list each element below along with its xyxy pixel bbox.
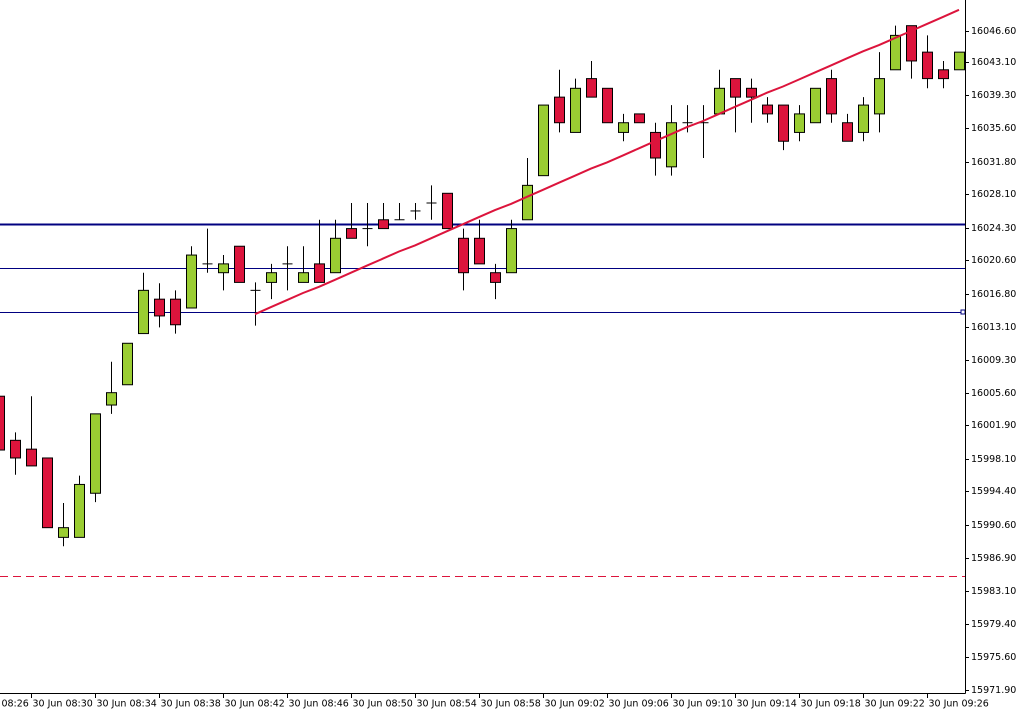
candle-body [474, 237, 485, 265]
candle-body [234, 245, 245, 283]
candle-body [810, 87, 821, 124]
candle-body [874, 78, 885, 115]
x-tick-label: 30 Jun 09:18 [801, 699, 861, 710]
x-tick-label: 30 Jun 08:30 [33, 699, 93, 710]
candle-body [506, 228, 517, 274]
candle-body [538, 104, 549, 177]
candle-body [106, 392, 117, 406]
candle-body [586, 78, 597, 98]
y-tick-label: 15990.60 [971, 520, 1016, 531]
candle-body [858, 104, 869, 133]
candle-body [618, 122, 629, 133]
candle-body [714, 87, 725, 115]
trend-line [254, 8, 960, 316]
candle-body [378, 219, 389, 230]
candles [0, 8, 965, 547]
candle-body [298, 272, 309, 283]
x-tick-label: 30 Jun 08:54 [417, 699, 477, 710]
line-handle [960, 309, 966, 315]
candle-body [0, 395, 5, 451]
y-tick-label: 16005.60 [971, 388, 1016, 399]
candle-body [218, 263, 229, 274]
y-tick-label: 16043.10 [971, 57, 1016, 68]
y-tick-label: 15998.10 [971, 454, 1016, 465]
candle-body [90, 413, 101, 494]
y-tick-label: 15994.40 [971, 486, 1016, 497]
candle-body [650, 131, 661, 159]
candle-body [442, 192, 453, 230]
candle-body [74, 483, 85, 538]
x-tick-label: 30 Jun 08:46 [289, 699, 349, 710]
candle-body [778, 104, 789, 142]
y-tick-label: 16020.60 [971, 255, 1016, 266]
candle-body [154, 298, 165, 317]
candle-body [138, 289, 149, 335]
x-tick-label: 30 Jun 09:22 [865, 699, 925, 710]
y-tick-label: 16046.60 [971, 26, 1016, 37]
x-tick-label: 30 Jun 08:38 [161, 699, 221, 710]
x-tick-label: 30 Jun 09:26 [929, 699, 989, 710]
y-tick-label: 15975.60 [971, 652, 1016, 663]
candle-body [266, 272, 277, 283]
y-tick-label: 16001.90 [971, 420, 1016, 431]
y-tick-label: 16028.10 [971, 189, 1016, 200]
x-tick-label: 30 Jun 09:14 [737, 699, 797, 710]
x-tick-label: 30 Jun 08:34 [97, 699, 157, 710]
y-tick-label: 16013.10 [971, 322, 1016, 333]
y-tick-label: 16009.30 [971, 355, 1016, 366]
y-tick-label: 15971.90 [971, 685, 1016, 696]
candle-body [890, 34, 901, 71]
candle-body [954, 51, 965, 71]
candle-body [762, 104, 773, 115]
candle-body [666, 122, 677, 168]
y-tick-label: 16031.80 [971, 157, 1016, 168]
y-tick-label: 16016.80 [971, 289, 1016, 300]
candle-body [554, 96, 565, 124]
candle-body [458, 237, 469, 274]
candle-body [570, 87, 581, 133]
candle-body [58, 527, 69, 538]
candle-body [490, 272, 501, 283]
candle-body [42, 457, 53, 529]
y-tick-label: 15983.10 [971, 586, 1016, 597]
candle-body [186, 254, 197, 309]
candle-body [346, 228, 357, 239]
candle-body [746, 87, 757, 98]
candle-body [314, 263, 325, 283]
x-tick-label: 30 Jun 08:58 [481, 699, 541, 710]
candle-body [922, 51, 933, 80]
x-tick-label: 30 Jun 09:10 [673, 699, 733, 710]
y-tick-label: 16024.30 [971, 223, 1016, 234]
candle-body [906, 25, 917, 62]
y-tick-label: 15979.40 [971, 619, 1016, 630]
y-tick-label: 15986.90 [971, 553, 1016, 564]
candle-body [10, 439, 21, 459]
candle-body [602, 87, 613, 124]
candle-body [730, 78, 741, 98]
candle-body [842, 122, 853, 142]
x-tick-label: 30 Jun 08:50 [353, 699, 413, 710]
y-tick-label: 16035.60 [971, 123, 1016, 134]
x-tick-label: 30 Jun 09:02 [545, 699, 605, 710]
x-tick-label: 30 Jun 08:42 [225, 699, 285, 710]
candle-body [26, 448, 37, 467]
x-tick-label: 30 Jun 09:06 [609, 699, 669, 710]
candle-body [634, 113, 645, 124]
x-tick-label: 30 Jun 08:26 [0, 699, 29, 710]
y-tick-label: 16039.30 [971, 90, 1016, 101]
candle-body [122, 342, 133, 386]
candle-body [170, 298, 181, 326]
candle-body [826, 78, 837, 115]
candle-body [522, 184, 533, 221]
candle-body [938, 69, 949, 80]
candle-body [330, 237, 341, 274]
candle-body [794, 113, 805, 133]
